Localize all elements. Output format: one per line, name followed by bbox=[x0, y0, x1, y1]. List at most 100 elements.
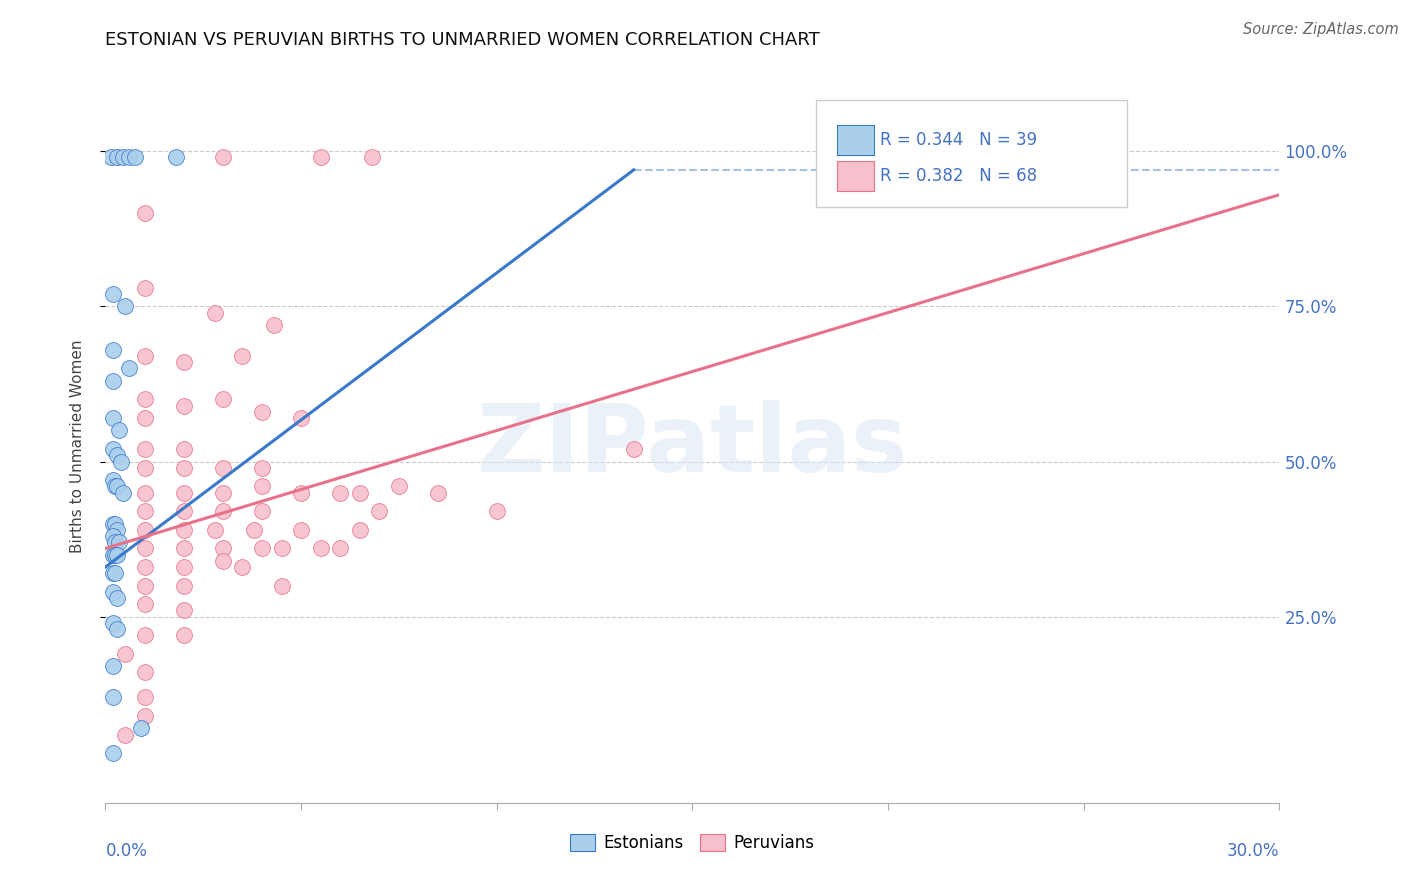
Point bbox=[118, 151, 141, 165]
Point bbox=[103, 584, 125, 599]
Point bbox=[263, 318, 285, 332]
Point bbox=[250, 541, 273, 556]
Point bbox=[173, 603, 195, 617]
Point bbox=[134, 349, 156, 363]
Point bbox=[427, 485, 450, 500]
Point bbox=[103, 746, 125, 760]
Point bbox=[103, 516, 125, 531]
Point bbox=[211, 151, 233, 165]
Y-axis label: Births to Unmarried Women: Births to Unmarried Women bbox=[70, 339, 84, 553]
Point bbox=[173, 442, 195, 456]
Point bbox=[103, 529, 125, 543]
Point bbox=[329, 541, 352, 556]
Point bbox=[173, 485, 195, 500]
Point bbox=[129, 722, 152, 736]
Point bbox=[211, 460, 233, 475]
Point bbox=[173, 628, 195, 642]
Point bbox=[290, 411, 312, 425]
Point bbox=[134, 206, 156, 220]
Point bbox=[134, 523, 156, 537]
Point bbox=[173, 541, 195, 556]
Point bbox=[104, 516, 127, 531]
Point bbox=[103, 690, 125, 705]
Point bbox=[114, 299, 136, 313]
Point bbox=[173, 504, 195, 518]
Point bbox=[100, 151, 122, 165]
Point bbox=[173, 399, 195, 413]
Point bbox=[349, 523, 371, 537]
Point bbox=[134, 281, 156, 295]
Point bbox=[110, 454, 132, 468]
Legend: Estonians, Peruvians: Estonians, Peruvians bbox=[564, 827, 821, 859]
Point bbox=[105, 151, 128, 165]
Point bbox=[623, 442, 645, 456]
Point bbox=[134, 579, 156, 593]
Point bbox=[165, 151, 187, 165]
Point bbox=[104, 548, 127, 562]
Point bbox=[173, 460, 195, 475]
Point bbox=[211, 485, 233, 500]
Point bbox=[103, 615, 125, 630]
Point bbox=[250, 504, 273, 518]
Point bbox=[360, 151, 382, 165]
Point bbox=[204, 305, 226, 319]
Point bbox=[388, 479, 411, 493]
Point bbox=[112, 151, 135, 165]
Point bbox=[134, 560, 156, 574]
Point bbox=[108, 535, 131, 549]
Point bbox=[103, 343, 125, 357]
Point bbox=[173, 355, 195, 369]
Point bbox=[231, 560, 253, 574]
Point bbox=[104, 479, 127, 493]
Point bbox=[103, 411, 125, 425]
Point bbox=[485, 504, 508, 518]
Point bbox=[105, 591, 128, 605]
Point bbox=[103, 548, 125, 562]
Point bbox=[105, 151, 128, 165]
Text: 0.0%: 0.0% bbox=[105, 842, 148, 860]
Point bbox=[309, 541, 332, 556]
FancyBboxPatch shape bbox=[837, 125, 875, 155]
Point bbox=[250, 405, 273, 419]
Point bbox=[114, 647, 136, 661]
Point bbox=[104, 566, 127, 581]
Text: 30.0%: 30.0% bbox=[1227, 842, 1279, 860]
Point bbox=[103, 374, 125, 388]
Point bbox=[134, 504, 156, 518]
Point bbox=[368, 504, 391, 518]
Point bbox=[250, 479, 273, 493]
Point bbox=[173, 579, 195, 593]
Point bbox=[290, 523, 312, 537]
Point bbox=[103, 659, 125, 673]
Point bbox=[211, 554, 233, 568]
Point bbox=[204, 523, 226, 537]
Point bbox=[103, 442, 125, 456]
Point bbox=[134, 597, 156, 611]
Point bbox=[211, 541, 233, 556]
Point bbox=[134, 690, 156, 705]
Point bbox=[114, 727, 136, 741]
Point bbox=[349, 485, 371, 500]
Point bbox=[329, 485, 352, 500]
Point bbox=[134, 628, 156, 642]
Point bbox=[103, 566, 125, 581]
Point bbox=[108, 424, 131, 438]
Point bbox=[112, 485, 135, 500]
Point bbox=[211, 392, 233, 407]
Point bbox=[124, 151, 146, 165]
Point bbox=[105, 548, 128, 562]
Text: R = 0.382   N = 68: R = 0.382 N = 68 bbox=[880, 167, 1038, 185]
Point bbox=[103, 287, 125, 301]
Point bbox=[134, 392, 156, 407]
Point bbox=[105, 523, 128, 537]
FancyBboxPatch shape bbox=[837, 161, 875, 191]
Point bbox=[270, 579, 292, 593]
Point bbox=[134, 665, 156, 680]
Text: ZIPatlas: ZIPatlas bbox=[477, 400, 908, 492]
Point bbox=[118, 361, 141, 376]
Point bbox=[134, 460, 156, 475]
Text: ESTONIAN VS PERUVIAN BIRTHS TO UNMARRIED WOMEN CORRELATION CHART: ESTONIAN VS PERUVIAN BIRTHS TO UNMARRIED… bbox=[105, 31, 820, 49]
Text: R = 0.344   N = 39: R = 0.344 N = 39 bbox=[880, 131, 1038, 149]
Point bbox=[250, 460, 273, 475]
Point bbox=[231, 349, 253, 363]
